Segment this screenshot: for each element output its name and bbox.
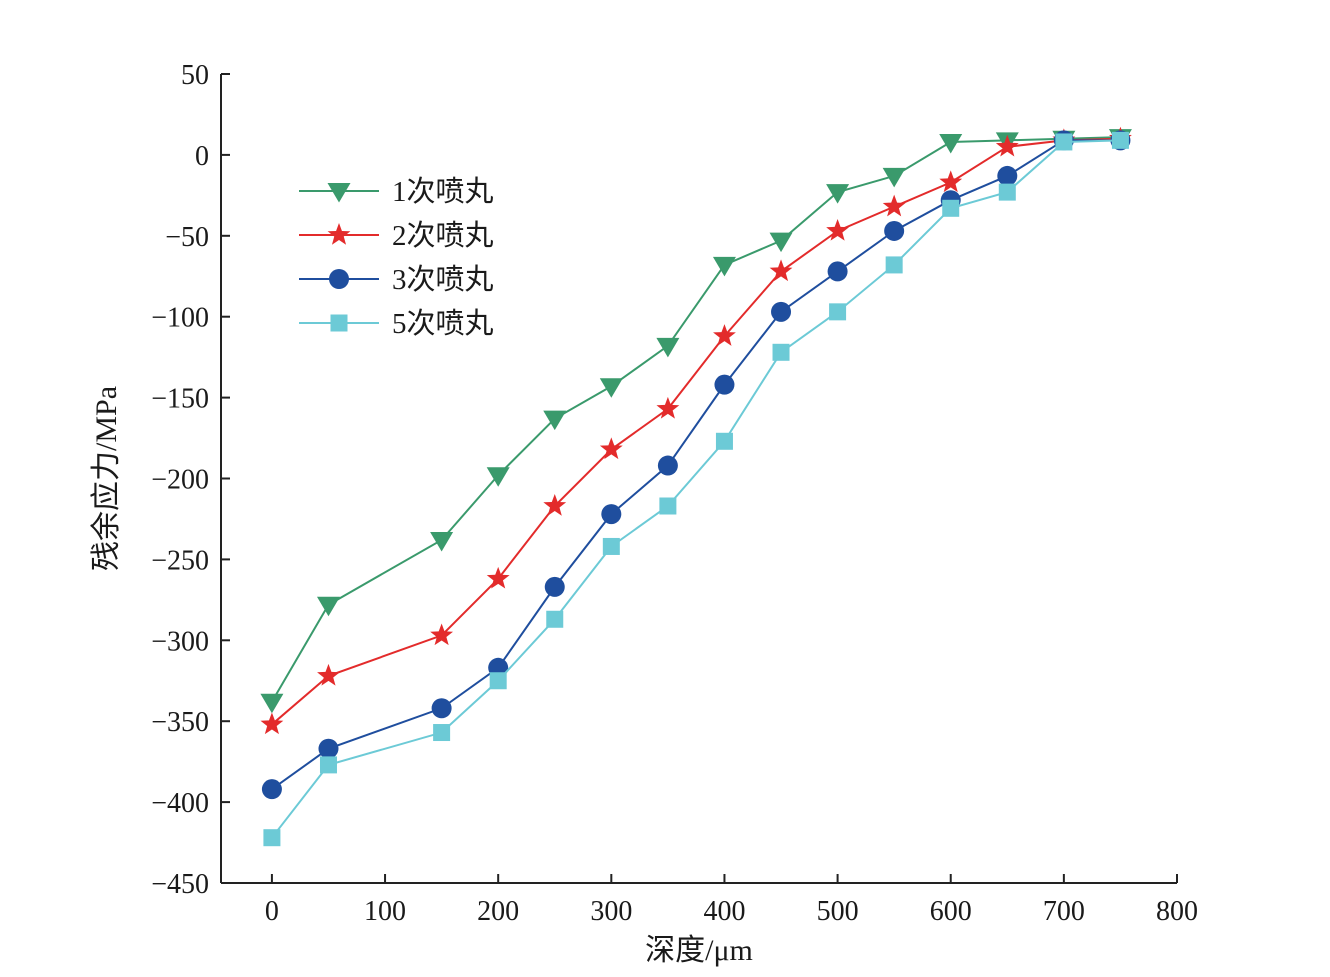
data-point xyxy=(316,596,340,617)
x-tick-label: 500 xyxy=(817,896,859,927)
data-point xyxy=(263,829,281,847)
series-layer xyxy=(260,126,1132,847)
x-tick-label: 200 xyxy=(477,896,519,927)
legend-item: 2次喷丸 xyxy=(299,219,494,252)
data-point xyxy=(939,170,963,193)
data-point xyxy=(826,218,849,241)
data-point xyxy=(318,738,339,759)
data-point xyxy=(599,378,623,398)
y-tick-label: 50 xyxy=(181,60,209,91)
data-point xyxy=(319,756,337,774)
data-point xyxy=(486,566,510,589)
data-point xyxy=(657,455,678,476)
data-point xyxy=(769,259,793,282)
data-point xyxy=(939,133,963,154)
data-point xyxy=(829,303,847,321)
data-point xyxy=(489,672,507,690)
data-point xyxy=(546,610,564,628)
x-tick-label: 800 xyxy=(1156,896,1198,927)
legend-marker xyxy=(327,223,351,245)
x-tick-label: 0 xyxy=(265,896,279,927)
data-point xyxy=(317,663,340,686)
x-axis-title: 深度/μm xyxy=(645,934,753,967)
series-1 xyxy=(260,129,1132,714)
data-point xyxy=(430,623,454,646)
data-point xyxy=(995,134,1019,157)
data-point xyxy=(826,184,850,204)
legend-label: 2次喷丸 xyxy=(392,219,494,252)
legend-item: 5次喷丸 xyxy=(299,307,494,340)
data-point xyxy=(882,194,906,217)
y-tick-label: −100 xyxy=(151,303,209,334)
data-point xyxy=(260,712,284,735)
y-tick-label: −350 xyxy=(151,707,209,738)
data-point xyxy=(827,261,848,282)
y-axis-title: 残余应力/MPa xyxy=(90,386,123,571)
data-point xyxy=(659,497,677,515)
y-tick-label: −450 xyxy=(151,869,209,900)
data-point xyxy=(712,256,736,277)
legend-marker xyxy=(330,314,348,332)
x-tick-label: 300 xyxy=(590,896,632,927)
y-tick-label: 0 xyxy=(195,141,209,172)
data-point xyxy=(433,724,451,742)
data-point xyxy=(486,467,510,487)
x-tick-label: 600 xyxy=(930,896,972,927)
data-point xyxy=(260,693,284,714)
x-tick-label: 400 xyxy=(703,896,745,927)
legend: 1次喷丸 2次喷丸 3次喷丸 5次喷丸 xyxy=(299,175,494,340)
legend-item: 3次喷丸 xyxy=(299,263,494,296)
data-point xyxy=(997,165,1018,186)
series-2 xyxy=(260,126,1132,735)
legend-marker xyxy=(329,269,349,289)
data-point xyxy=(544,576,565,597)
data-point xyxy=(942,199,960,217)
data-point xyxy=(599,437,623,460)
series-3 xyxy=(261,130,1131,800)
data-point xyxy=(1055,133,1073,151)
data-point xyxy=(882,167,906,188)
data-point xyxy=(713,324,736,346)
data-point xyxy=(601,504,622,525)
data-point xyxy=(998,183,1016,201)
y-tick-label: −50 xyxy=(165,222,209,253)
y-tick-label: −250 xyxy=(151,545,209,576)
data-point xyxy=(543,410,567,431)
y-tick-label: −150 xyxy=(151,384,209,415)
data-point xyxy=(431,698,452,719)
y-tick-label: −300 xyxy=(151,626,209,657)
data-point xyxy=(715,432,733,450)
data-point xyxy=(885,256,903,274)
y-tick-label: −400 xyxy=(151,788,209,819)
legend-label: 3次喷丸 xyxy=(392,263,494,296)
legend-marker xyxy=(327,183,351,203)
data-point xyxy=(656,337,680,358)
x-tick-label: 100 xyxy=(364,896,406,927)
data-point xyxy=(771,301,792,322)
data-point xyxy=(769,232,793,253)
series-4 xyxy=(263,131,1129,847)
legend-label: 5次喷丸 xyxy=(392,307,494,340)
data-point xyxy=(714,374,735,395)
data-point xyxy=(772,343,790,361)
data-point xyxy=(656,396,680,419)
y-tick-label: −200 xyxy=(151,465,209,496)
x-tick-label: 700 xyxy=(1043,896,1085,927)
data-point xyxy=(1111,131,1129,149)
data-point xyxy=(543,494,567,516)
data-point xyxy=(602,537,620,555)
data-point xyxy=(884,220,905,241)
legend-item: 1次喷丸 xyxy=(299,175,494,208)
legend-label: 1次喷丸 xyxy=(392,175,494,208)
data-point xyxy=(261,779,282,800)
data-point xyxy=(430,531,454,552)
